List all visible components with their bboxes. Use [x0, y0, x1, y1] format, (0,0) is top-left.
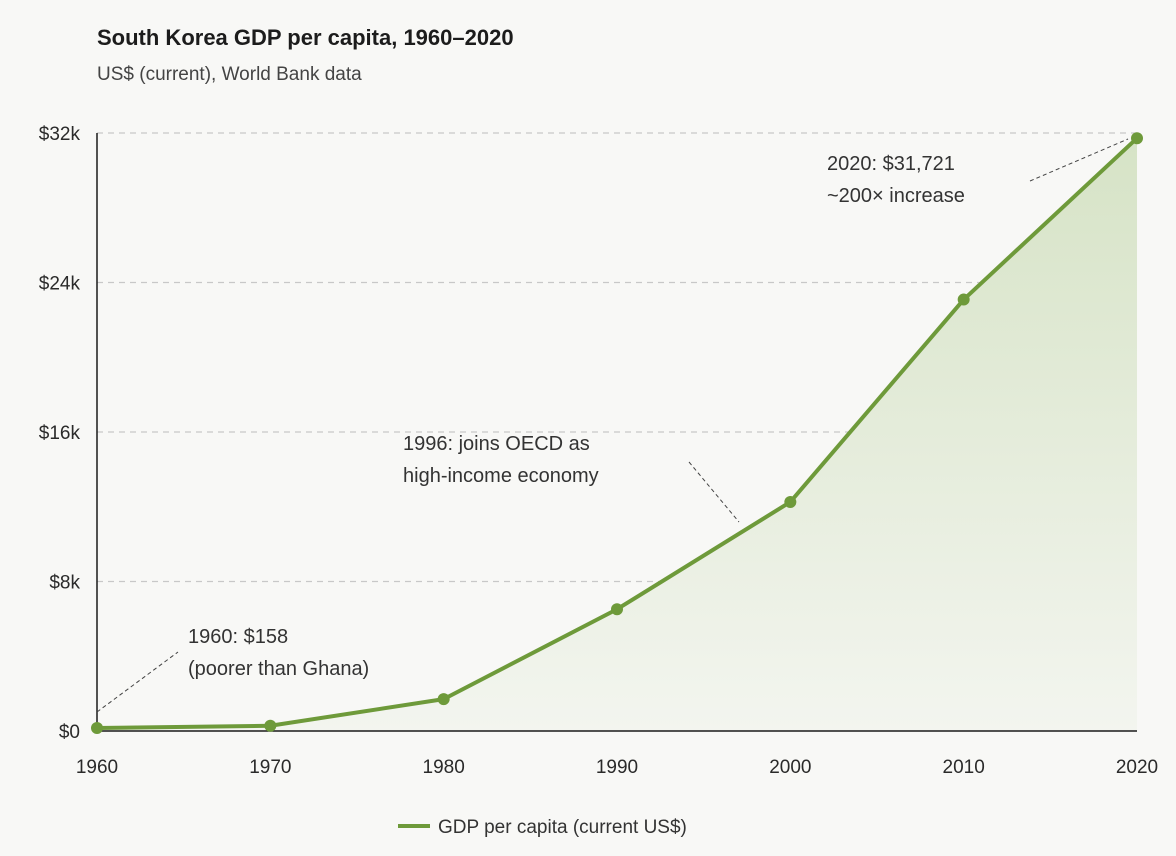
data-point — [437, 693, 450, 706]
y-tick-label: $0 — [59, 722, 80, 743]
x-tick-label: 1960 — [76, 757, 118, 778]
data-point — [611, 603, 623, 616]
y-axis-ticks: $0 $8k $16k $24k $32k — [39, 124, 81, 743]
chart-title: South Korea GDP per capita, 1960–2020 — [97, 25, 514, 50]
x-tick-label: 1970 — [249, 757, 291, 778]
annotation-text: 1996: joins OECD as — [403, 433, 590, 455]
annotation-text: ~200× increase — [827, 185, 965, 207]
x-tick-label: 1990 — [596, 757, 638, 778]
x-tick-label: 1980 — [423, 757, 465, 778]
annotation-text: high-income economy — [403, 465, 599, 487]
y-tick-label: $32k — [39, 124, 81, 145]
annotation-text: 2020: $31,721 — [827, 153, 955, 175]
legend-label: GDP per capita (current US$) — [438, 817, 687, 838]
legend: GDP per capita (current US$) — [398, 817, 687, 838]
data-point — [91, 722, 103, 735]
annotation-text: 1960: $158 — [188, 626, 288, 648]
area-fill — [97, 138, 1137, 731]
data-point — [264, 719, 277, 732]
y-tick-label: $16k — [39, 423, 81, 444]
data-point — [784, 495, 797, 508]
annotation-leader-line — [96, 651, 179, 713]
x-tick-label: 2000 — [769, 757, 811, 778]
data-point — [957, 293, 970, 306]
y-tick-label: $8k — [49, 573, 80, 594]
chart-subtitle: US$ (current), World Bank data — [97, 64, 362, 85]
data-point — [1131, 132, 1143, 145]
series-points — [91, 132, 1143, 735]
annotations: 1960: $158 (poorer than Ghana) 1996: joins… — [96, 138, 1129, 713]
x-tick-label: 2020 — [1116, 757, 1158, 778]
annotation-leader-line — [1029, 138, 1129, 182]
annotation-leader-line — [688, 461, 740, 523]
x-tick-label: 2010 — [943, 757, 985, 778]
annotation-text: (poorer than Ghana) — [188, 658, 369, 680]
gridlines — [97, 132, 1137, 583]
y-tick-label: $24k — [39, 274, 81, 295]
x-axis-ticks: 1960 1970 1980 1990 2000 2010 2020 — [76, 757, 1158, 778]
